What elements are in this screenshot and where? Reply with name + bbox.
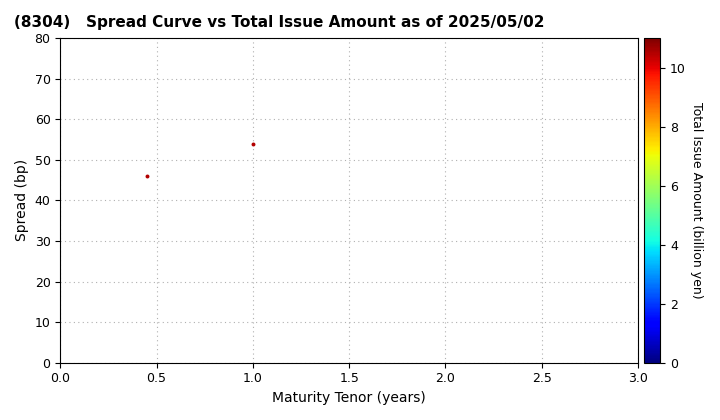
Point xyxy=(247,140,258,147)
Text: (8304)   Spread Curve vs Total Issue Amount as of 2025/05/02: (8304) Spread Curve vs Total Issue Amoun… xyxy=(14,15,544,30)
Y-axis label: Spread (bp): Spread (bp) xyxy=(15,159,29,242)
Y-axis label: Total Issue Amount (billion yen): Total Issue Amount (billion yen) xyxy=(690,102,703,299)
X-axis label: Maturity Tenor (years): Maturity Tenor (years) xyxy=(272,391,426,405)
Point xyxy=(141,173,153,179)
